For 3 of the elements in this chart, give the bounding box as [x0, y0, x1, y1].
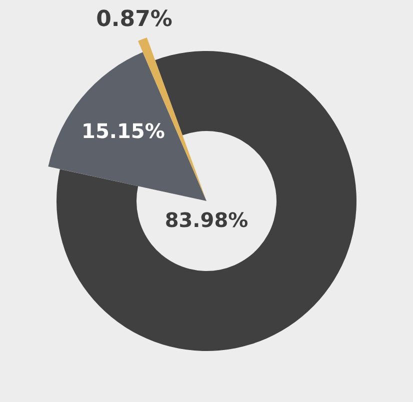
data-label: 83.98% — [164, 208, 248, 232]
data-label: 0.87% — [96, 6, 172, 32]
data-label: 15.15% — [82, 119, 165, 144]
